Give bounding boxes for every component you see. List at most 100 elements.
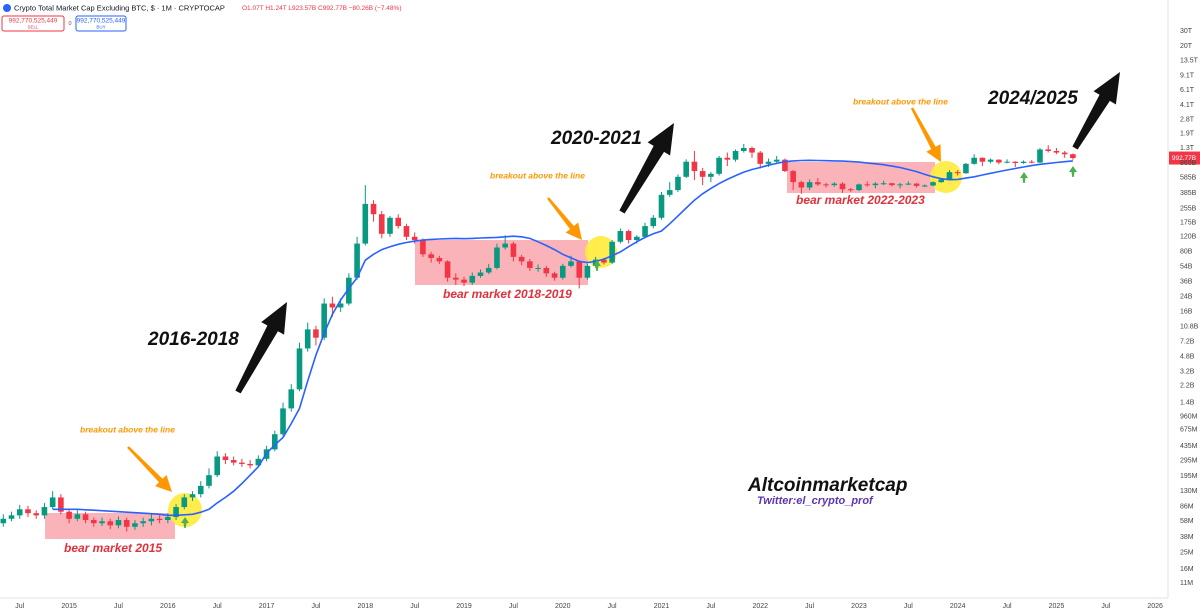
- candle-body: [494, 247, 500, 268]
- candle-body: [518, 256, 525, 262]
- annotation: 2020-2021: [550, 128, 642, 149]
- candle-body: [206, 475, 212, 486]
- candle-body: [683, 161, 689, 177]
- candle-body: [197, 485, 204, 495]
- candle-body: [173, 507, 179, 518]
- annotation: bear market 2015: [64, 541, 162, 555]
- candle-body: [954, 172, 961, 174]
- x-tick-label: 2024: [950, 603, 966, 610]
- candle-body: [25, 509, 31, 514]
- candle-body: [987, 159, 994, 162]
- candle-body: [880, 183, 887, 185]
- x-tick-label: Jul: [904, 603, 913, 610]
- y-tick-label: 4.1T: [1180, 102, 1195, 109]
- candle-body: [872, 183, 879, 186]
- candle-body: [222, 456, 229, 461]
- candle-body: [485, 267, 492, 273]
- candle-body: [510, 243, 517, 257]
- y-tick-label: 10.8B: [1180, 323, 1199, 330]
- candle-body: [625, 231, 632, 241]
- pointer-arrow: [127, 446, 172, 492]
- y-tick-label: 86M: [1180, 503, 1194, 510]
- annotation: bear market 2022-2023: [796, 193, 925, 207]
- symbol-icon: [3, 4, 11, 12]
- annotation: bear market 2018-2019: [443, 287, 572, 301]
- candle-body: [576, 261, 583, 278]
- x-tick-label: Jul: [608, 603, 617, 610]
- candle-body: [1037, 149, 1043, 163]
- candle-body: [346, 277, 352, 304]
- x-tick-label: 2023: [851, 603, 867, 610]
- breakout-circle: [930, 161, 962, 193]
- candle-body: [189, 494, 196, 498]
- candle-body: [699, 171, 706, 177]
- candle-body: [74, 514, 81, 519]
- candle-body: [461, 279, 467, 283]
- candle-body: [1045, 149, 1052, 151]
- annotation: 2024/2025: [987, 88, 1078, 109]
- x-tick-label: 2020: [555, 603, 571, 610]
- annotation: breakout above the line: [80, 424, 175, 434]
- y-tick-label: 9.1T: [1180, 72, 1195, 79]
- up-arrow: [181, 517, 189, 528]
- y-tick-label: 16B: [1180, 309, 1193, 316]
- candle-body: [370, 203, 377, 215]
- y-tick-label: 2.8T: [1180, 116, 1195, 123]
- candle-body: [49, 497, 56, 508]
- candle-body: [609, 241, 615, 263]
- candle-body: [16, 509, 23, 516]
- sell-button[interactable]: [1, 15, 65, 32]
- candle-body: [1053, 150, 1060, 153]
- candle-body: [420, 240, 426, 255]
- ohlc: O1.07T H1.24T L923.57B C992.77B −80.26B …: [242, 5, 401, 12]
- candle-body: [979, 157, 986, 162]
- x-tick-label: 2025: [1049, 603, 1065, 610]
- trend-arrow: [619, 123, 674, 214]
- candle-body: [165, 517, 171, 521]
- candle-body: [938, 179, 945, 183]
- moving-average: [52, 159, 1073, 517]
- x-tick-label: Jul: [1101, 603, 1110, 610]
- y-tick-label: 25M: [1180, 549, 1194, 556]
- candle-body: [568, 261, 574, 266]
- trend-arrow: [1072, 72, 1120, 150]
- candle-body: [773, 159, 780, 162]
- x-tick-label: Jul: [805, 603, 814, 610]
- candle-body: [551, 273, 558, 278]
- candle-body: [148, 518, 155, 522]
- candle-body: [1061, 152, 1068, 155]
- candle-body: [1020, 161, 1027, 163]
- candle-body: [288, 389, 295, 409]
- y-tick-label: 24B: [1180, 294, 1193, 301]
- candle-body: [411, 236, 418, 241]
- y-tick-label: 16M: [1180, 566, 1194, 573]
- y-tick-label: 20T: [1180, 43, 1193, 50]
- candle-body: [403, 226, 410, 237]
- y-tick-label: 4.8B: [1180, 354, 1195, 361]
- buy-button[interactable]: [75, 15, 127, 32]
- candle-body: [329, 303, 336, 308]
- candle-body: [897, 184, 903, 186]
- candle-body: [255, 458, 262, 466]
- y-tick-label: 175B: [1180, 220, 1197, 227]
- candle-body: [58, 497, 64, 512]
- candle-body: [691, 161, 698, 172]
- candle-body: [864, 184, 870, 186]
- x-tick-label: Jul: [410, 603, 419, 610]
- candle-body: [99, 521, 105, 524]
- y-tick-label: 80B: [1180, 249, 1193, 256]
- candle-body: [815, 182, 821, 185]
- y-tick-label: 255B: [1180, 206, 1197, 213]
- y-tick-label: 6.1T: [1180, 87, 1195, 94]
- candle-body: [107, 521, 114, 526]
- candle-body: [798, 182, 805, 188]
- annotation: Altcoinmarketcap: [747, 475, 907, 496]
- x-tick-label: 2026: [1147, 603, 1163, 610]
- candle-body: [839, 183, 846, 190]
- candle-body: [296, 348, 303, 390]
- candle-body: [535, 267, 541, 269]
- candle-body: [362, 203, 369, 244]
- candle-body: [658, 194, 665, 218]
- x-tick-label: 2021: [654, 603, 670, 610]
